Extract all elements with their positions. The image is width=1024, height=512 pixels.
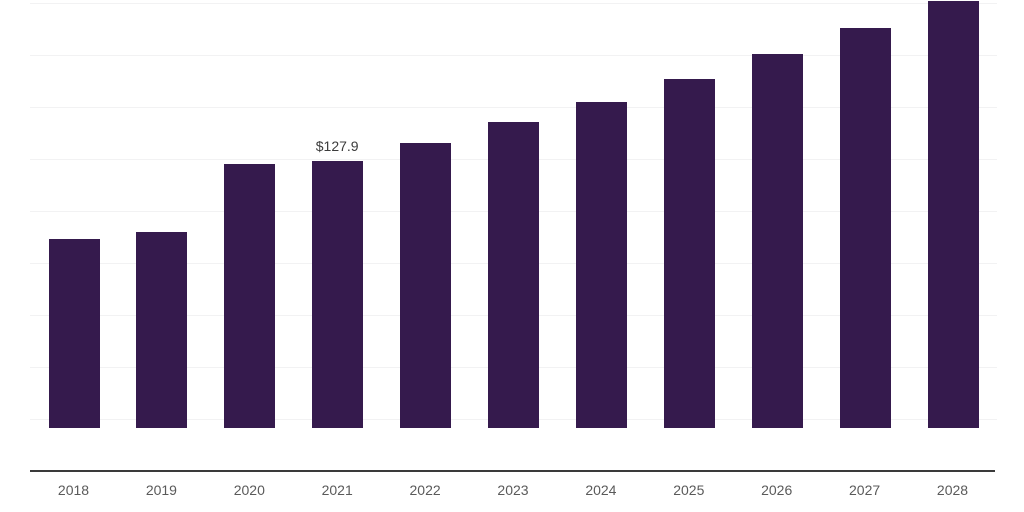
bar[interactable] bbox=[136, 232, 188, 428]
x-tick-label-2021: 2021 bbox=[321, 482, 353, 498]
bar-group[interactable] bbox=[381, 0, 469, 428]
bar[interactable] bbox=[400, 142, 452, 428]
bar[interactable] bbox=[575, 102, 627, 428]
x-tick-label-2028: 2028 bbox=[936, 482, 969, 498]
bar-value-label: $127.9 bbox=[315, 138, 359, 155]
x-tick-label-2020: 2020 bbox=[233, 482, 265, 498]
bar-group[interactable] bbox=[30, 0, 118, 428]
bar-group[interactable]: $127.9 bbox=[293, 0, 381, 428]
plot-area: $127.9 $204.7 bbox=[30, 0, 997, 428]
x-tick-label-2027: 2027 bbox=[849, 482, 881, 498]
x-tick-label-2025: 2025 bbox=[673, 482, 705, 498]
bar-group[interactable] bbox=[117, 0, 205, 428]
bar[interactable] bbox=[839, 28, 891, 428]
bar[interactable] bbox=[751, 53, 803, 428]
x-tick-label-2019: 2019 bbox=[145, 482, 177, 498]
bar-group[interactable] bbox=[205, 0, 293, 428]
x-axis-tick-labels: 2018 2019 2020 2021 2022 2023 2024 2025 2026 2027… bbox=[0, 482, 1024, 512]
bar[interactable] bbox=[48, 239, 100, 428]
bar[interactable] bbox=[663, 78, 715, 428]
x-tick-label-2023: 2023 bbox=[497, 482, 529, 498]
bar[interactable] bbox=[927, 1, 979, 428]
bar-group[interactable] bbox=[469, 0, 557, 428]
bar[interactable] bbox=[488, 121, 539, 428]
bar-group[interactable] bbox=[733, 0, 821, 428]
x-tick-label-2026: 2026 bbox=[761, 482, 793, 498]
bar[interactable] bbox=[224, 164, 276, 428]
x-tick-label-2018: 2018 bbox=[57, 482, 90, 498]
bar-group[interactable] bbox=[557, 0, 645, 428]
bar[interactable] bbox=[312, 161, 364, 428]
x-axis-line bbox=[30, 470, 995, 472]
x-tick-label-2022: 2022 bbox=[409, 482, 441, 498]
bar-group[interactable]: $204.7 bbox=[909, 0, 997, 428]
bar-group[interactable] bbox=[645, 0, 733, 428]
x-tick-label-2024: 2024 bbox=[585, 482, 617, 498]
bar-group[interactable] bbox=[821, 0, 909, 428]
